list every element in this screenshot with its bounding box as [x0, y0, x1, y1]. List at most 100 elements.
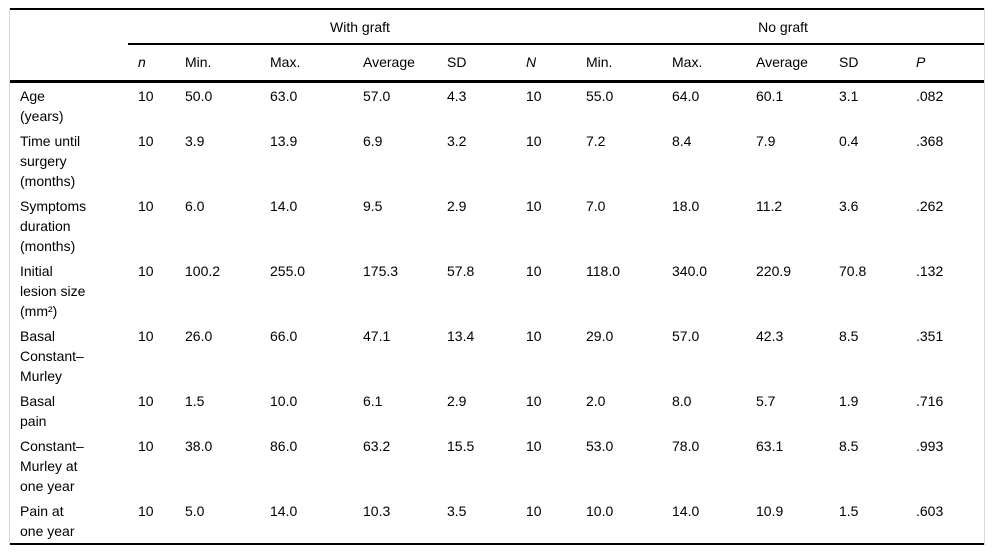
- row-label: Initial lesion size (mm²): [20, 263, 86, 319]
- cell-value: 66.0: [270, 328, 298, 344]
- cell-value: 10: [138, 503, 154, 519]
- cell-value: .368: [916, 133, 944, 149]
- table-row: Basal Constant– Murley 10 26.0 66.0 47.1 13.4…: [10, 323, 984, 388]
- cell-value: 11.2: [756, 198, 783, 214]
- table-row: Time until surgery (months) 10 3.9 13.9 6.9 3…: [10, 128, 984, 193]
- col-header-max-no: Max.: [662, 44, 746, 83]
- cell-value: 10: [526, 503, 542, 519]
- cell-value: 5.0: [185, 503, 205, 519]
- col-group-no-graft: No graft: [516, 9, 985, 45]
- cell-value: 57.0: [363, 88, 391, 104]
- cell-value: 10: [138, 438, 154, 454]
- col-header-sd-with: SD: [437, 44, 516, 83]
- cell-value: 50.0: [185, 88, 213, 104]
- cell-value: 57.0: [672, 328, 700, 344]
- col-header-average-with: Average: [353, 44, 437, 83]
- cell-value: 10: [138, 393, 154, 409]
- col-header-p-value: P: [906, 44, 985, 83]
- cell-value: .351: [916, 328, 944, 344]
- col-header-min-no: Min.: [576, 44, 662, 83]
- cell-value: 63.0: [270, 88, 298, 104]
- table-row: Initial lesion size (mm²) 10 100.2 255.0 175…: [10, 258, 984, 323]
- cell-value: 6.9: [363, 133, 383, 149]
- col-header-min-with: Min.: [175, 44, 260, 83]
- cell-value: 255.0: [270, 263, 306, 279]
- cell-value: .603: [916, 503, 944, 519]
- cell-value: 14.0: [270, 198, 298, 214]
- cell-value: 53.0: [586, 438, 614, 454]
- cell-value: 8.0: [672, 393, 692, 409]
- cell-value: 10: [138, 198, 154, 214]
- cell-value: 10: [526, 263, 542, 279]
- clinical-outcomes-table-figure: With graft No graft n Min. Max. Average …: [9, 8, 985, 545]
- cell-value: 100.2: [185, 263, 221, 279]
- cell-value: .262: [916, 198, 944, 214]
- col-header-n-no: N: [516, 44, 576, 83]
- col-header-sd-no: SD: [829, 44, 906, 83]
- clinical-outcomes-table: With graft No graft n Min. Max. Average …: [10, 8, 985, 545]
- cell-value: 0.4: [839, 133, 859, 149]
- stub-header: [10, 44, 128, 83]
- cell-value: 38.0: [185, 438, 213, 454]
- cell-value: 10: [138, 88, 154, 104]
- cell-value: .716: [916, 393, 944, 409]
- col-header-max-with: Max.: [260, 44, 353, 83]
- cell-value: 10.0: [270, 393, 298, 409]
- row-label: Basal Constant– Murley: [20, 328, 84, 384]
- cell-value: 63.1: [756, 438, 784, 454]
- cell-value: .132: [916, 263, 944, 279]
- cell-value: 1.5: [839, 503, 859, 519]
- column-group-row: With graft No graft: [10, 9, 985, 45]
- cell-value: 15.5: [447, 438, 475, 454]
- stub-spacer: [10, 9, 128, 44]
- cell-value: 47.1: [363, 328, 391, 344]
- cell-value: .082: [916, 88, 944, 104]
- table-row: Symptoms duration (months) 10 6.0 14.0 9.5 2.…: [10, 193, 984, 258]
- cell-value: 86.0: [270, 438, 298, 454]
- cell-value: 3.5: [447, 503, 467, 519]
- cell-value: 3.2: [447, 133, 467, 149]
- cell-value: 78.0: [672, 438, 700, 454]
- cell-value: 8.5: [839, 328, 859, 344]
- col-header-n-with: n: [128, 44, 175, 83]
- cell-value: 6.1: [363, 393, 383, 409]
- cell-value: 3.9: [185, 133, 205, 149]
- cell-value: 29.0: [586, 328, 614, 344]
- cell-value: 10: [526, 198, 542, 214]
- cell-value: 13.9: [270, 133, 298, 149]
- cell-value: 4.3: [447, 88, 467, 104]
- cell-value: 220.9: [756, 263, 792, 279]
- cell-value: 9.5: [363, 198, 383, 214]
- cell-value: 13.4: [447, 328, 475, 344]
- row-label: Symptoms duration (months): [20, 198, 87, 254]
- cell-value: 7.2: [586, 133, 606, 149]
- cell-value: 10.0: [586, 503, 614, 519]
- cell-value: 175.3: [363, 263, 399, 279]
- cell-value: 42.3: [756, 328, 784, 344]
- cell-value: 1.9: [839, 393, 859, 409]
- cell-value: 10: [526, 393, 542, 409]
- cell-value: 10: [138, 263, 154, 279]
- row-label: Constant– Murley at one year: [20, 438, 84, 494]
- row-label: Age (years): [20, 88, 64, 124]
- cell-value: 5.7: [756, 393, 776, 409]
- cell-value: 2.9: [447, 393, 467, 409]
- cell-value: 10: [526, 328, 542, 344]
- cell-value: 10.9: [756, 503, 784, 519]
- cell-value: 3.6: [839, 198, 859, 214]
- cell-value: 8.5: [839, 438, 859, 454]
- cell-value: 10: [138, 328, 154, 344]
- row-label: Basal pain: [20, 393, 56, 429]
- table-row: Constant– Murley at one year 10 38.0 86.0 63…: [10, 433, 984, 498]
- cell-value: 60.1: [756, 88, 784, 104]
- cell-value: 1.5: [185, 393, 205, 409]
- col-header-average-no: Average: [746, 44, 829, 83]
- cell-value: 2.9: [447, 198, 467, 214]
- cell-value: 14.0: [270, 503, 298, 519]
- table-row: Basal pain 10 1.5 10.0 6.1 2.9 10 2.0 8.0 5.7 1.9.…: [10, 388, 984, 433]
- cell-value: 10: [526, 88, 542, 104]
- col-group-with-graft: With graft: [128, 9, 516, 45]
- table-row: Pain at one year 10 5.0 14.0 10.3 3.5 10 10.0 14…: [10, 498, 984, 544]
- cell-value: 18.0: [672, 198, 700, 214]
- column-header-row: n Min. Max. Average SD N Min. Max. Avera…: [10, 44, 985, 83]
